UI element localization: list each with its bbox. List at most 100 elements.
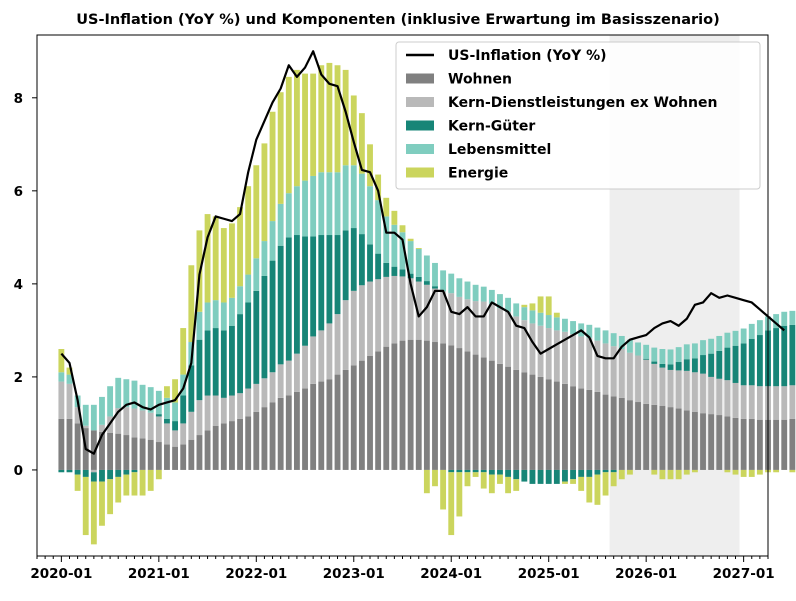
legend-box bbox=[395, 41, 761, 190]
bar-1-52 bbox=[472, 354, 479, 470]
x-tick-label-5: 2024-01 bbox=[420, 566, 482, 582]
bar-4-73 bbox=[643, 344, 650, 359]
bar-4-22 bbox=[229, 297, 235, 326]
bar-3-50 bbox=[456, 469, 463, 473]
bar-2-46 bbox=[423, 284, 430, 341]
bar-5-84 bbox=[732, 469, 739, 475]
bar-1-28 bbox=[277, 397, 284, 470]
bar-4-39 bbox=[367, 186, 373, 245]
bar-5-23 bbox=[237, 207, 243, 287]
bar-2-5 bbox=[90, 469, 97, 473]
bar-1-78 bbox=[683, 410, 690, 470]
bar-5-5 bbox=[90, 481, 97, 545]
bar-2-30 bbox=[293, 353, 300, 392]
bar-5-2 bbox=[66, 367, 73, 375]
bar-5-13 bbox=[155, 469, 162, 480]
bar-4-11 bbox=[139, 384, 146, 411]
bar-1-55 bbox=[497, 363, 503, 470]
bar-3-38 bbox=[358, 234, 365, 286]
bar-3-49 bbox=[448, 469, 455, 473]
bar-3-54 bbox=[488, 469, 495, 475]
bar-4-23 bbox=[237, 286, 243, 315]
bar-5-38 bbox=[358, 113, 365, 174]
bar-2-33 bbox=[318, 330, 325, 382]
bar-2-87 bbox=[756, 386, 763, 420]
bar-2-63 bbox=[562, 331, 568, 384]
legend-label-5: Lebensmittel bbox=[448, 142, 551, 158]
bar-2-53 bbox=[480, 301, 487, 358]
bar-4-25 bbox=[253, 258, 260, 291]
bar-4-45 bbox=[415, 248, 422, 277]
bar-3-25 bbox=[253, 290, 260, 384]
bar-2-45 bbox=[415, 281, 422, 340]
bar-2-31 bbox=[302, 345, 308, 389]
bar-4-31 bbox=[302, 180, 308, 237]
bar-4-78 bbox=[683, 344, 690, 360]
bar-4-24 bbox=[245, 274, 252, 303]
bar-3-37 bbox=[350, 228, 357, 291]
bar-5-11 bbox=[139, 469, 146, 496]
bar-1-31 bbox=[302, 388, 308, 470]
bar-5-69 bbox=[610, 472, 617, 487]
bar-3-2 bbox=[66, 469, 73, 473]
bar-1-13 bbox=[155, 442, 162, 470]
bar-5-66 bbox=[586, 476, 593, 503]
bar-3-79 bbox=[691, 358, 698, 373]
bar-2-35 bbox=[334, 314, 341, 375]
bar-3-74 bbox=[651, 361, 658, 364]
bar-3-68 bbox=[602, 469, 609, 473]
bar-1-18 bbox=[196, 435, 203, 470]
bar-5-49 bbox=[448, 472, 455, 536]
bar-4-35 bbox=[334, 172, 341, 236]
bar-2-64 bbox=[570, 334, 576, 387]
bar-3-41 bbox=[383, 262, 390, 277]
bar-2-85 bbox=[740, 385, 747, 419]
bar-4-15 bbox=[172, 402, 178, 422]
bar-3-83 bbox=[724, 347, 731, 381]
bar-4-56 bbox=[505, 297, 512, 312]
bar-1-8 bbox=[115, 433, 122, 470]
bar-4-40 bbox=[375, 200, 382, 254]
bar-4-48 bbox=[440, 270, 447, 292]
y-tick-label-1: 0 bbox=[14, 463, 23, 479]
bar-1-61 bbox=[545, 379, 552, 470]
bar-2-27 bbox=[269, 372, 276, 403]
bar-2-38 bbox=[358, 285, 365, 361]
bar-2-9 bbox=[123, 407, 130, 436]
bar-2-24 bbox=[245, 388, 252, 417]
bar-2-36 bbox=[342, 300, 349, 370]
bar-2-37 bbox=[350, 290, 357, 366]
bar-5-83 bbox=[724, 469, 731, 473]
bar-4-87 bbox=[756, 320, 763, 336]
bar-5-56 bbox=[505, 476, 512, 494]
bar-5-85 bbox=[740, 469, 747, 477]
bar-1-65 bbox=[578, 388, 585, 470]
bar-2-69 bbox=[610, 346, 617, 397]
bar-4-85 bbox=[740, 328, 747, 344]
bar-5-16 bbox=[180, 328, 187, 375]
bar-2-55 bbox=[497, 308, 503, 364]
bar-4-12 bbox=[147, 387, 154, 413]
bar-3-82 bbox=[716, 350, 723, 379]
bar-1-33 bbox=[318, 381, 325, 470]
bar-1-16 bbox=[180, 444, 187, 470]
bar-5-60 bbox=[537, 296, 544, 313]
bar-5-77 bbox=[675, 469, 682, 480]
bar-5-15 bbox=[172, 379, 178, 403]
bar-2-74 bbox=[651, 363, 658, 405]
bar-1-82 bbox=[716, 415, 723, 470]
bar-1-25 bbox=[253, 411, 260, 470]
bar-4-6 bbox=[99, 396, 105, 425]
bar-3-78 bbox=[683, 359, 690, 371]
bar-1-69 bbox=[610, 396, 617, 470]
bar-3-53 bbox=[480, 469, 487, 473]
bar-1-46 bbox=[423, 340, 430, 470]
bar-1-74 bbox=[651, 404, 658, 470]
bar-1-37 bbox=[350, 365, 357, 470]
x-tick-label-3: 2022-01 bbox=[225, 566, 287, 582]
bar-3-20 bbox=[212, 328, 219, 396]
bar-3-3 bbox=[74, 469, 81, 475]
bar-5-86 bbox=[748, 469, 755, 477]
bar-3-84 bbox=[732, 345, 739, 383]
